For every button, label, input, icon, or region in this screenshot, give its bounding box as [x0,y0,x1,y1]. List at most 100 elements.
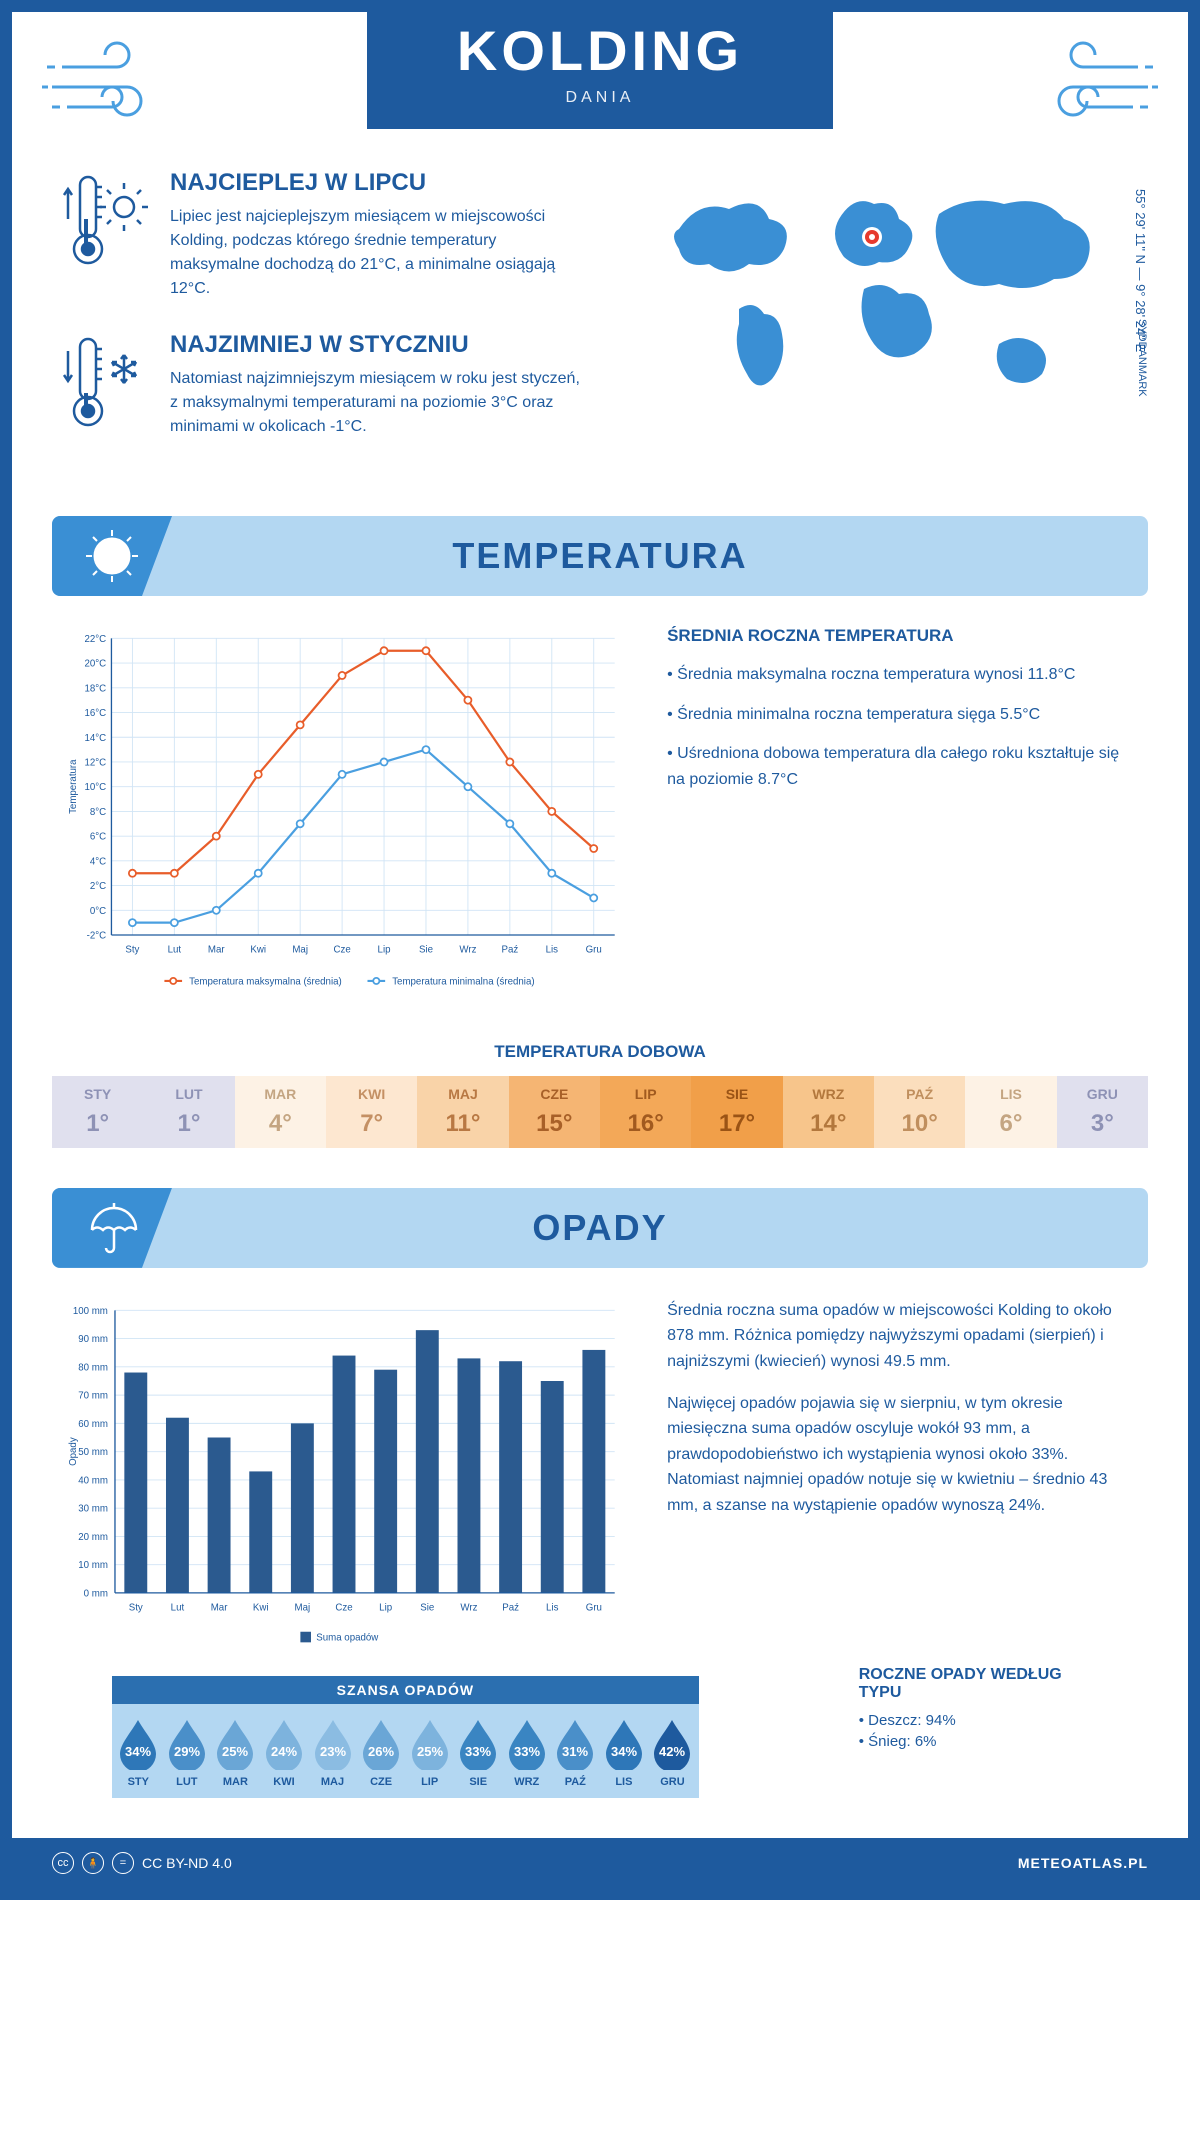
svg-text:Sty: Sty [125,945,139,956]
precipitation-chance-panel: SZANSA OPADÓW 34%STY29%LUT25%MAR24%KWI23… [112,1676,699,1798]
svg-text:Temperatura: Temperatura [68,759,79,814]
chance-cell: 26%CZE [359,1716,404,1788]
svg-text:22°C: 22°C [84,634,106,645]
svg-text:Cze: Cze [335,1602,352,1613]
svg-text:12°C: 12°C [84,758,106,769]
intro-section: NAJCIEPLEJ W LIPCU Lipiec jest najcieple… [12,129,1188,506]
svg-text:24%: 24% [271,1744,297,1759]
warmest-text: Lipiec jest najcieplejszym miesiącem w m… [170,205,580,301]
daily-cell: MAR4° [235,1076,326,1148]
precip-type-snow: • Śnieg: 6% [859,1733,1088,1750]
section-header-precipitation: OPADY [52,1188,1148,1268]
svg-text:30 mm: 30 mm [78,1503,108,1514]
svg-text:6°C: 6°C [90,832,106,843]
svg-text:Lip: Lip [379,1602,392,1613]
svg-text:Mar: Mar [208,945,225,956]
svg-text:Opady: Opady [68,1437,79,1466]
daily-cell: LIS6° [965,1076,1056,1148]
svg-text:0°C: 0°C [90,906,106,917]
chance-title: SZANSA OPADÓW [112,1676,699,1704]
svg-text:Temperatura minimalna (średnia: Temperatura minimalna (średnia) [392,976,534,987]
svg-text:Wrz: Wrz [459,945,476,956]
daily-cell: CZE15° [509,1076,600,1148]
coldest-title: NAJZIMNIEJ W STYCZNIU [170,331,580,359]
temp-stat-line: • Średnia maksymalna roczna temperatura … [667,662,1138,688]
thermometer-snow-icon [62,331,152,446]
svg-text:Cze: Cze [333,945,350,956]
daily-cell: MAJ11° [417,1076,508,1148]
temperature-line-chart: -2°C0°C2°C4°C6°C8°C10°C12°C14°C16°C18°C2… [62,626,627,997]
site-name: METEOATLAS.PL [1018,1855,1148,1871]
svg-text:29%: 29% [174,1744,200,1759]
chance-cell: 33%SIE [456,1716,501,1788]
svg-text:Lip: Lip [378,945,391,956]
svg-text:16°C: 16°C [84,708,106,719]
chance-cell: 25%LIP [407,1716,452,1788]
daily-cell: WRZ14° [783,1076,874,1148]
thermometer-sun-icon [62,169,152,301]
svg-text:Maj: Maj [295,1602,311,1613]
world-map: 55° 29' 11" N — 9° 28' 24" E SYDDANMARK [620,169,1138,429]
temp-stat-line: • Uśredniona dobowa temperatura dla całe… [667,741,1138,792]
svg-text:Lis: Lis [546,1602,559,1613]
svg-text:Suma opadów: Suma opadów [316,1632,379,1643]
svg-text:Lis: Lis [546,945,559,956]
coldest-block: NAJZIMNIEJ W STYCZNIU Natomiast najzimni… [62,331,580,446]
daily-cell: GRU3° [1057,1076,1148,1148]
precip-type-title: ROCZNE OPADY WEDŁUG TYPU [859,1666,1088,1702]
svg-text:50 mm: 50 mm [78,1447,108,1458]
svg-text:Lut: Lut [168,945,182,956]
precip-text: Najwięcej opadów pojawia się w sierpniu,… [667,1391,1138,1519]
daily-cell: STY1° [52,1076,143,1148]
coldest-text: Natomiast najzimniejszym miesiącem w rok… [170,367,580,439]
sun-icon [82,526,142,586]
country-label: DANIA [457,89,743,107]
title-banner: KOLDING DANIA [367,0,833,129]
nd-icon: = [112,1852,134,1874]
precip-type-block: ROCZNE OPADY WEDŁUG TYPU • Deszcz: 94% •… [809,1666,1138,1818]
header: KOLDING DANIA [12,12,1188,129]
svg-text:Temperatura maksymalna (średni: Temperatura maksymalna (średnia) [189,976,342,987]
svg-text:0 mm: 0 mm [84,1588,108,1599]
precip-type-rain: • Deszcz: 94% [859,1712,1088,1729]
svg-text:60 mm: 60 mm [78,1419,108,1430]
umbrella-icon [82,1198,142,1258]
svg-text:90 mm: 90 mm [78,1334,108,1345]
svg-text:Wrz: Wrz [460,1602,477,1613]
svg-text:8°C: 8°C [90,807,106,818]
svg-text:Gru: Gru [586,1602,602,1613]
svg-text:Kwi: Kwi [250,945,266,956]
chance-cell: 34%STY [116,1716,161,1788]
wind-icon [42,32,182,132]
svg-text:80 mm: 80 mm [78,1362,108,1373]
svg-text:Paź: Paź [502,1602,519,1613]
svg-text:25%: 25% [417,1744,443,1759]
wind-icon [1018,32,1158,132]
temp-stats-title: ŚREDNIA ROCZNA TEMPERATURA [667,626,1138,646]
svg-text:25%: 25% [222,1744,248,1759]
chance-cell: 31%PAŹ [553,1716,598,1788]
svg-text:26%: 26% [368,1744,394,1759]
svg-text:Lut: Lut [171,1602,185,1613]
license-block: cc 🧍 = CC BY-ND 4.0 [52,1852,232,1874]
license-text: CC BY-ND 4.0 [142,1855,232,1871]
svg-text:Sty: Sty [129,1602,143,1613]
svg-text:20 mm: 20 mm [78,1532,108,1543]
svg-text:70 mm: 70 mm [78,1390,108,1401]
svg-text:42%: 42% [659,1744,685,1759]
svg-text:34%: 34% [611,1744,637,1759]
svg-text:10 mm: 10 mm [78,1560,108,1571]
precipitation-bar-chart: 0 mm10 mm20 mm30 mm40 mm50 mm60 mm70 mm8… [62,1298,627,1651]
daily-cell: LIP16° [600,1076,691,1148]
svg-text:Gru: Gru [586,945,602,956]
daily-cell: SIE17° [691,1076,782,1148]
svg-text:-2°C: -2°C [87,931,107,942]
svg-text:34%: 34% [125,1744,151,1759]
city-title: KOLDING [457,18,743,83]
chance-cell: 33%WRZ [504,1716,549,1788]
svg-text:Paź: Paź [501,945,518,956]
svg-text:Maj: Maj [292,945,308,956]
chance-cell: 34%LIS [602,1716,647,1788]
daily-cell: PAŹ10° [874,1076,965,1148]
section-header-temperature: TEMPERATURA [52,516,1148,596]
